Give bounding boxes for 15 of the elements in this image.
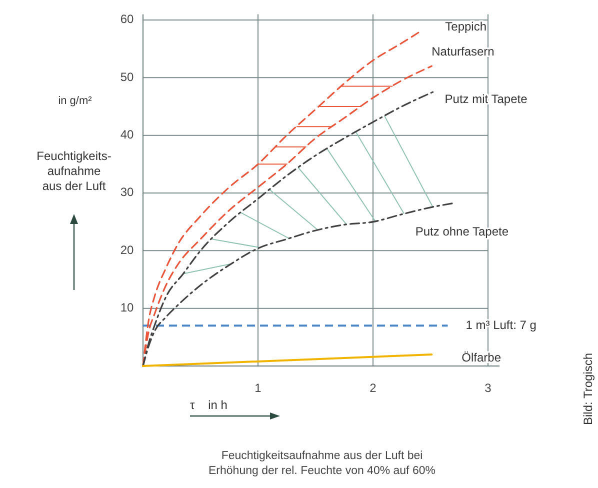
text: Feuchtigkeitsaufnahme aus der Luft bei Erhöhung der rel. Feuchte von 40% auf 60% [208, 450, 436, 477]
text: Bild: Trogisch [581, 352, 595, 425]
text: in g/m² [58, 95, 92, 107]
y-tick-label: 40 [120, 127, 134, 142]
y-tick-label: 30 [120, 185, 134, 200]
x-tick-label: 1 [254, 381, 262, 395]
y-axis-title: Feuchtigkeits- aufnahme aus der Luft [36, 149, 112, 193]
y-tick-label: 20 [120, 242, 134, 257]
x-tick-label: 2 [370, 381, 377, 395]
x-axis-title: τ in h [190, 398, 228, 412]
text: Teppich [445, 20, 487, 34]
y-tick-label: 50 [120, 70, 134, 84]
y-tick-label: 10 [120, 300, 134, 314]
y-tick-label: 60 [120, 12, 134, 26]
x-tick-label: 3 [484, 381, 492, 395]
